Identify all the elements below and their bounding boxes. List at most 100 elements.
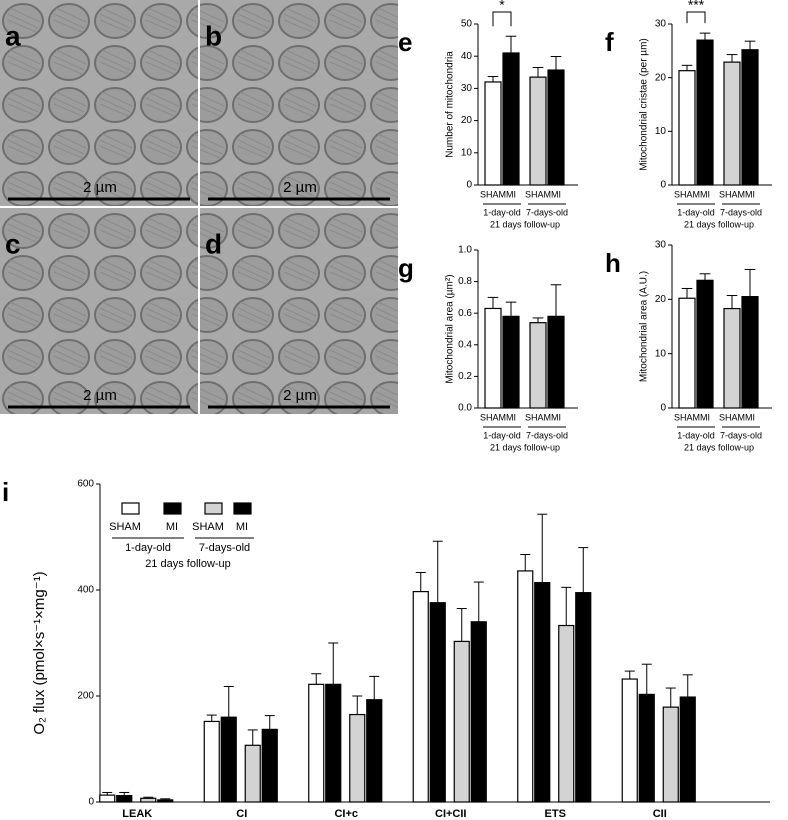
bar bbox=[547, 69, 565, 186]
bar bbox=[517, 570, 534, 803]
panel-label: h bbox=[605, 248, 621, 278]
bar bbox=[662, 706, 679, 803]
y-axis-title: Mitochondrial area (A.U.) bbox=[639, 271, 650, 382]
panel-label: g bbox=[398, 253, 414, 283]
scale-label: 2 µm bbox=[283, 387, 317, 404]
x-tick-label: MI bbox=[700, 189, 710, 199]
group-label: 1-day-old bbox=[125, 542, 171, 554]
bar bbox=[412, 590, 429, 803]
bar bbox=[534, 581, 551, 803]
bar bbox=[678, 297, 696, 409]
y-tick-label: 20 bbox=[655, 294, 667, 305]
y-tick-label: 30 bbox=[655, 240, 667, 251]
bar bbox=[723, 307, 741, 409]
x-tick-label: CI+c bbox=[334, 808, 358, 820]
y-tick-label: 10 bbox=[655, 348, 667, 359]
group-label: 1-day-old bbox=[483, 207, 521, 217]
y-axis-title: Number of mitochondria bbox=[445, 51, 456, 158]
group-label: 1-day-old bbox=[677, 430, 715, 440]
footer: 21 days follow-up bbox=[490, 219, 560, 229]
bar bbox=[529, 76, 547, 186]
significance-bracket bbox=[492, 11, 512, 27]
bar bbox=[678, 70, 696, 186]
y-tick-label: 0.8 bbox=[458, 276, 472, 287]
bar bbox=[453, 640, 470, 803]
bar bbox=[723, 61, 741, 186]
panel-label: b bbox=[205, 20, 222, 51]
footer: 21 days follow-up bbox=[145, 558, 231, 570]
y-tick-label: 30 bbox=[461, 83, 473, 94]
x-tick-label: MI bbox=[700, 412, 710, 422]
footer: 21 days follow-up bbox=[684, 442, 754, 452]
y-tick-label: 1.0 bbox=[458, 245, 472, 256]
y-tick-label: 0 bbox=[660, 180, 666, 191]
group-label: 7-days-old bbox=[720, 207, 762, 217]
scale-label: 2 µm bbox=[283, 179, 317, 196]
significance: *** bbox=[688, 0, 705, 13]
y-tick-label: 0 bbox=[660, 403, 666, 414]
legend-swatch bbox=[163, 502, 182, 515]
micrographs: a 2 µm b 2 µm c 2 µm d 2 µm bbox=[0, 0, 398, 414]
scale-label: 2 µm bbox=[83, 387, 117, 404]
bar bbox=[502, 52, 520, 186]
x-tick-label: CI bbox=[236, 808, 247, 820]
micrograph bbox=[0, 208, 198, 414]
bar bbox=[558, 624, 575, 803]
x-tick-label: CI+CII bbox=[435, 808, 466, 820]
y-tick-label: 30 bbox=[655, 19, 667, 30]
bar bbox=[429, 602, 446, 803]
panel-label: e bbox=[398, 27, 412, 57]
y-tick-label: 0 bbox=[88, 797, 94, 808]
y-tick-label: 10 bbox=[461, 147, 473, 158]
y-tick-label: 20 bbox=[655, 72, 667, 83]
legend-swatch bbox=[204, 502, 223, 515]
x-tick-label: SHAM bbox=[674, 412, 700, 422]
x-tick-label: SHAM bbox=[719, 189, 745, 199]
bar bbox=[529, 322, 547, 409]
y-tick-label: 0.2 bbox=[458, 371, 472, 382]
bar bbox=[696, 39, 714, 186]
panel-label: a bbox=[5, 20, 21, 51]
bar bbox=[696, 279, 714, 409]
y-tick-label: 0.4 bbox=[458, 339, 472, 350]
y-tick-label: 400 bbox=[77, 585, 94, 596]
y-tick-label: 0 bbox=[466, 180, 472, 191]
bar bbox=[244, 744, 261, 803]
bar bbox=[741, 49, 759, 186]
bar bbox=[203, 720, 220, 803]
y-axis-title: Mitochondrial cristae (per µm) bbox=[639, 38, 650, 170]
x-tick-label: SHAM bbox=[525, 189, 551, 199]
y-axis-title: Mitochondrial area (µm²) bbox=[445, 274, 456, 383]
legend-swatch bbox=[233, 502, 252, 515]
bar bbox=[547, 315, 565, 409]
x-tick-label: SHAM bbox=[674, 189, 700, 199]
y-tick-label: 600 bbox=[77, 479, 94, 490]
x-tick-label: SHAM bbox=[480, 412, 506, 422]
bar bbox=[638, 693, 655, 803]
bar bbox=[470, 621, 487, 803]
significance: * bbox=[499, 0, 505, 13]
x-tick-label: MI bbox=[551, 412, 561, 422]
y-axis-title: O₂ flux (pmol×s⁻¹×mg⁻¹) bbox=[31, 571, 48, 734]
y-tick-label: 40 bbox=[461, 51, 473, 62]
bar bbox=[484, 307, 502, 409]
y-tick-label: 10 bbox=[655, 126, 667, 137]
panel-label: f bbox=[605, 27, 614, 57]
bar bbox=[220, 716, 237, 803]
significance-bracket bbox=[686, 11, 706, 24]
y-tick-label: 0.0 bbox=[458, 403, 472, 414]
bar bbox=[308, 683, 325, 803]
bar bbox=[157, 799, 174, 803]
x-tick-label: SHAM bbox=[525, 412, 551, 422]
panel-label: c bbox=[5, 228, 21, 259]
legend-label: MI bbox=[236, 521, 248, 533]
bar bbox=[621, 678, 638, 803]
x-tick-label: CII bbox=[653, 808, 667, 820]
x-tick-label: SHAM bbox=[480, 189, 506, 199]
bar bbox=[366, 699, 383, 803]
group-label: 7-days-old bbox=[199, 542, 250, 554]
x-tick-label: MI bbox=[745, 189, 755, 199]
scale-label: 2 µm bbox=[83, 179, 117, 196]
